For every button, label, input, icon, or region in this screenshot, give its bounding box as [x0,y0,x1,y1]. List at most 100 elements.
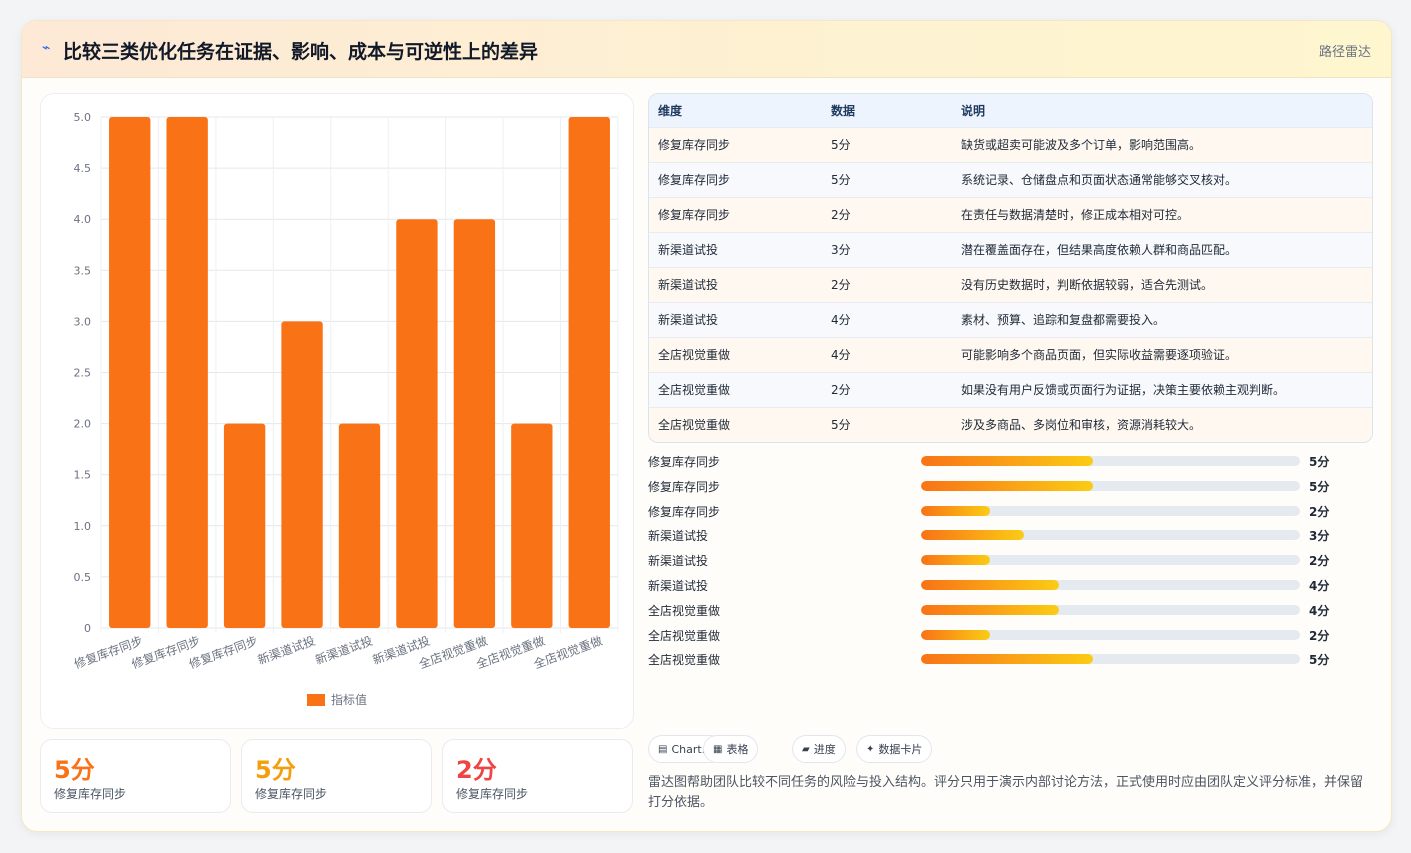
progress-value: 2分 [1309,554,1330,569]
cell-desc: 涉及多商品、多岗位和审核，资源消耗较大。 [961,418,1202,433]
progress-label: 全店视觉重做 [648,628,721,643]
progress-fill [921,629,990,640]
x-tick-label: 新渠道试投 [313,633,375,668]
cell-data: 3分 [831,243,851,257]
y-tick-label: 3.0 [74,315,92,328]
stat-card: 5分 修复库存同步 [241,739,432,813]
cell-dim: 全店视觉重做 [658,383,731,397]
progress-row: 修复库存同步 5分 [648,476,1348,496]
progress-row: 新渠道试投 4分 [648,575,1348,595]
cell-dim: 全店视觉重做 [658,418,731,433]
stat-value: 5分 [54,756,95,784]
progress-label: 全店视觉重做 [648,603,721,618]
cell-dim: 新渠道试投 [658,313,719,327]
progress-label: 新渠道试投 [648,554,709,569]
progress-label: 新渠道试投 [648,579,709,593]
y-tick-label: 5.0 [74,111,92,124]
table-icon: ▦ [713,743,723,755]
data-table: 维度 数据 说明 修复库存同步 5分 缺货或超卖可能波及多个订单，影响范围高。 修复库… [648,93,1373,443]
cell-desc: 没有历史数据时，判断依据较弱，适合先测试。 [961,278,1214,292]
cell-data: 5分 [831,138,851,152]
cell-desc: 如果没有用户反馈或页面行为证据，决策主要依赖主观判断。 [961,383,1286,397]
cell-dim: 修复库存同步 [658,138,731,152]
y-tick-label: 0 [84,622,91,635]
table-row: 全店视觉重做 4分 可能影响多个商品页面，但实际收益需要逐项验证。 [649,337,1372,372]
bar[interactable] [109,117,151,628]
bar[interactable] [166,117,208,628]
table-header-data: 数据 [831,103,856,118]
progress-row: 全店视觉重做 5分 [648,649,1348,669]
bar[interactable] [396,219,438,628]
y-tick-label: 0.5 [74,571,92,584]
stat-value: 2分 [456,756,497,784]
bar[interactable] [453,219,496,628]
y-tick-label: 4.0 [74,213,92,226]
y-tick-label: 2.0 [74,418,92,431]
chip-label: 数据卡片 [878,743,923,756]
description-note: 雷达图帮助团队比较不同任务的风险与投入结构。评分只用于演示内部讨论方法，正式使用… [648,775,1364,810]
table-row: 修复库存同步 2分 在责任与数据清楚时，修正成本相对可控。 [649,197,1372,232]
progress-track [921,456,1300,466]
table-header-desc: 说明 [961,103,986,118]
bar[interactable] [511,423,553,628]
table-row: 修复库存同步 5分 系统记录、仓储盘点和页面状态通常能够交叉核对。 [649,162,1372,197]
cell-desc: 素材、预算、追踪和复盘都需要投入。 [961,313,1166,327]
cell-dim: 修复库存同步 [658,173,731,187]
progress-track [921,654,1300,665]
stat-card: 5分修复库存同步 [40,739,231,813]
bar[interactable] [223,423,266,628]
bar[interactable] [281,321,323,628]
table-header-row: 维度 数据 说明 [649,94,1372,127]
bar-chart-panel: 0 0.5 1.0 1.5 2.0 2.5 3.0 3.5 4.0 4.5 5.0 修复库存同步 修复库… [40,93,634,729]
progress-track [921,604,1300,615]
sparkle-icon: ✦ [866,743,875,755]
stat-label: 修复库存同步 [54,787,127,801]
page-title: 比较三类优化任务在证据、影响、成本与可逆性上的差异 [63,41,539,63]
progress-track [921,555,1300,566]
table-row: 新渠道试投 2分 没有历史数据时，判断依据较弱，适合先测试。 [649,267,1372,302]
progress-track [921,629,1300,640]
cell-dim: 新渠道试投 [658,278,719,292]
progress-fill [921,456,1094,466]
cell-data: 5分 [831,173,851,187]
cell-data: 5分 [831,418,851,433]
progress-value: 2分 [1309,628,1330,643]
progress-fill [921,555,990,566]
progress-label: 修复库存同步 [648,455,721,469]
progress-label: 新渠道试投 [648,529,709,544]
table-header-dim: 维度 [658,103,683,118]
cell-data: 2分 [831,278,851,292]
progress-track [921,580,1300,590]
progress-fill [921,480,1094,491]
cell-data: 4分 [831,348,851,362]
progress-fill [921,654,1094,665]
bar[interactable] [568,117,610,628]
progress-track [921,530,1300,541]
tag-chip[interactable]: ▦ 表格 [703,735,759,763]
table-row: 新渠道试投 3分 潜在覆盖面存在，但结果高度依赖人群和商品匹配。 [649,232,1372,267]
progress-track [921,505,1300,516]
progress-value: 2分 [1309,504,1330,519]
cell-desc: 在责任与数据清楚时，修正成本相对可控。 [961,208,1190,222]
y-tick-label: 3.5 [74,264,92,277]
tag-chip[interactable]: ▰ 进度 [792,735,846,763]
chart-icon: ▤ [658,743,668,755]
cell-data: 4分 [831,313,851,327]
y-tick-label: 1.0 [74,520,92,533]
progress-value: 5分 [1309,653,1330,668]
progress-value: 4分 [1309,579,1330,593]
progress-label: 修复库存同步 [648,504,721,519]
table-row: 全店视觉重做 5分 涉及多商品、多岗位和审核，资源消耗较大。 [649,407,1372,442]
progress-fill [921,604,1059,615]
bar-chart: 00.51.01.52.02.53.03.54.04.55.0修复库存同步修复库… [72,111,619,707]
legend-label[interactable]: 指标值 [331,692,367,707]
tag-chip[interactable]: ✦ 数据卡片 [856,735,933,763]
bar[interactable] [338,423,381,628]
progress-fill [921,580,1059,590]
cell-desc: 缺货或超卖可能波及多个订单，影响范围高。 [961,138,1202,152]
progress-icon: ▰ [802,743,810,755]
chip-label: 表格 [726,743,749,756]
stat-value: 5分 [255,756,296,784]
y-tick-label: 1.5 [74,469,92,482]
stat-card: 2分 修复库存同步 [442,739,633,813]
